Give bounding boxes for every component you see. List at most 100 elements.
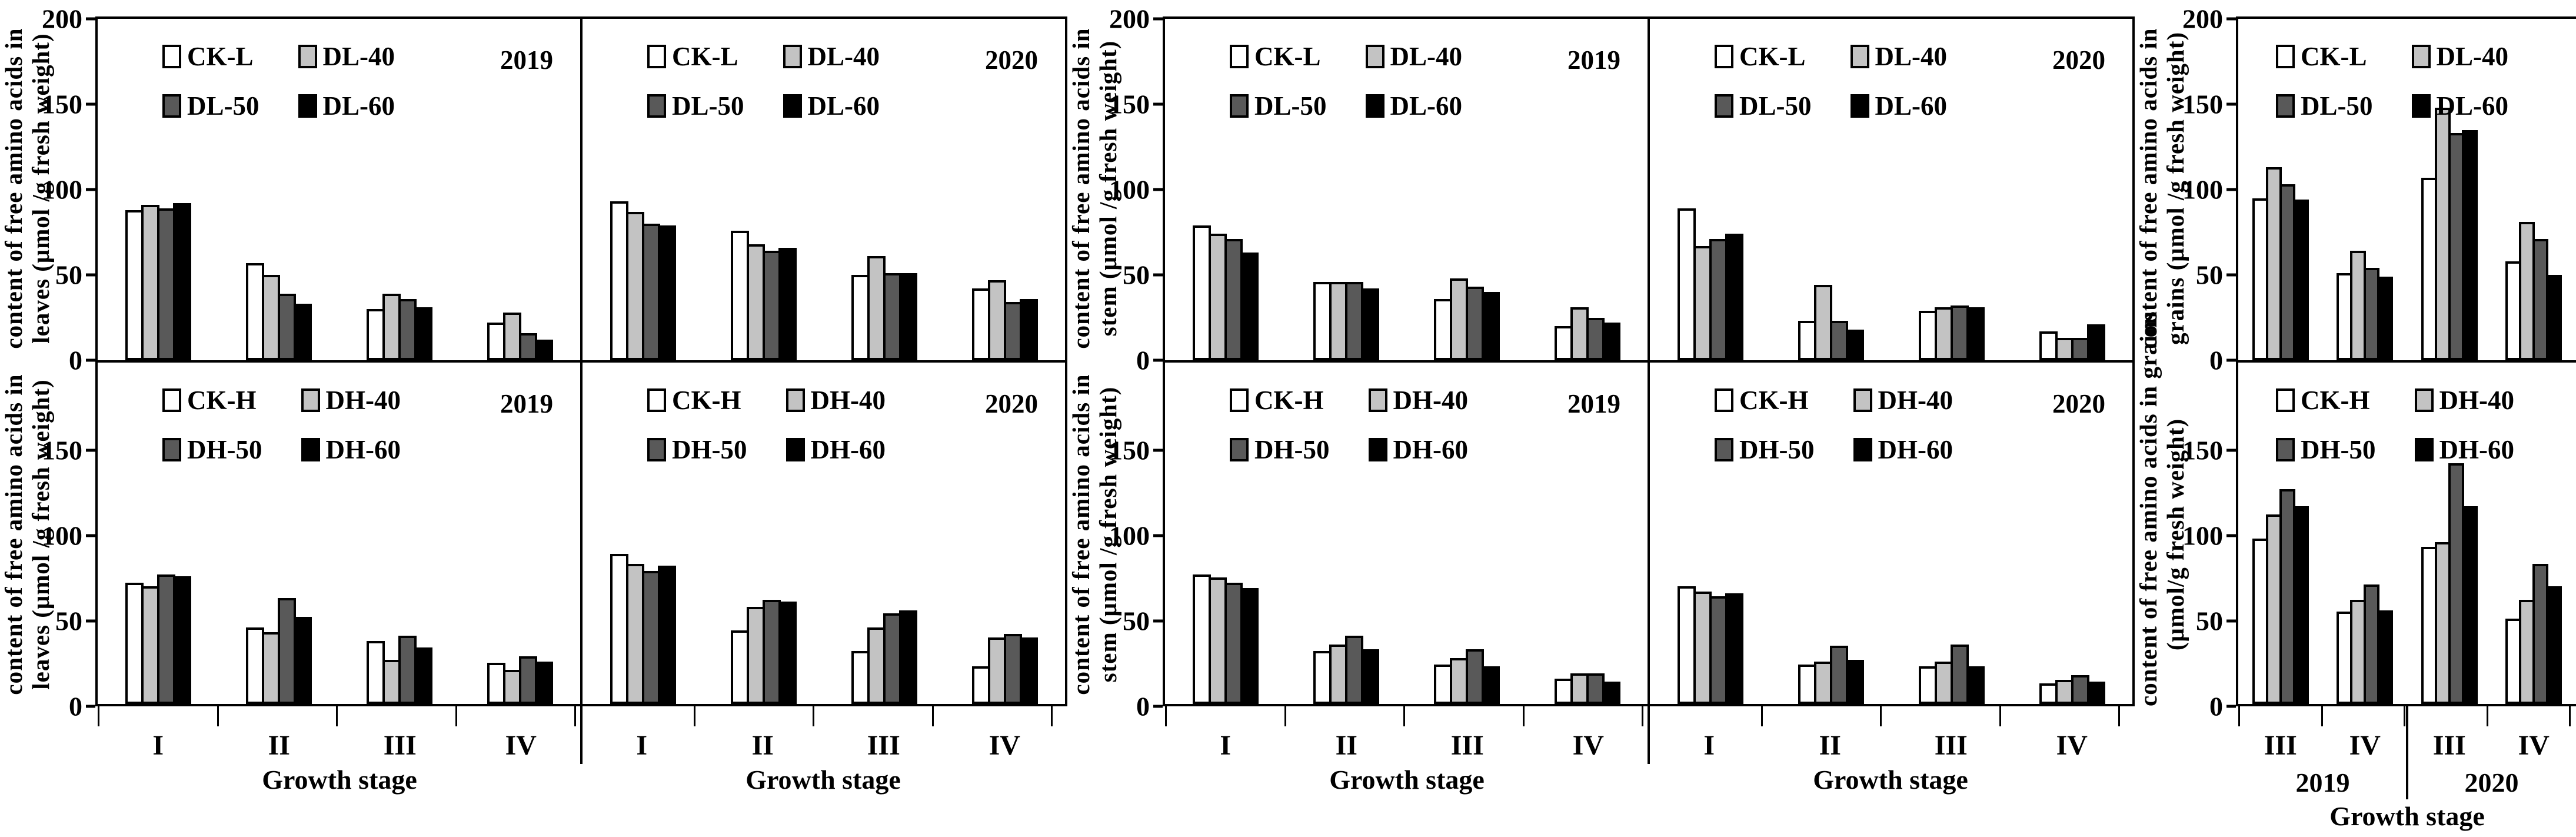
y-axis-title-line1: content of free amino acids in [1067,363,1094,706]
y-tick-label: 50 [2196,606,2223,637]
legend-swatch-DL-50 [1715,94,1733,118]
legend-swatch-DL-40 [298,45,317,68]
y-tick-mark [1153,18,1163,21]
legend-label: DL-50 [1739,91,1812,121]
bar-DH-60 [1020,637,1038,704]
bar-DL-60 [1725,234,1743,360]
legend-label: DH-50 [2301,434,2376,465]
legend-item: DH-40 [2415,385,2515,416]
x-axis-label: Growth stage [581,764,1065,795]
x-tick-cell [2323,706,2406,726]
bar-DH-60 [2293,506,2309,704]
panel-year-label: 2020 [985,45,1038,75]
bar-DL-60 [658,225,676,360]
legend-label: CK-H [2301,385,2370,416]
bar-DL-60 [1361,288,1379,360]
legend-label: CK-L [1254,41,1321,72]
legend-label: DL-50 [187,91,259,121]
legend-label: CK-L [187,41,254,72]
x-tick-cell [219,706,338,726]
y-tick-mark [1153,620,1163,623]
stage-label: III [2238,729,2323,762]
legend-label: DL-40 [323,41,395,72]
bar-DL-60 [173,203,191,360]
x-axis-label: Growth stage [98,764,581,795]
bar-DH-60 [173,576,191,705]
year-label: 2019 [2238,767,2407,798]
panel-year-label: 2020 [2052,45,2105,75]
y-tick-label: 150 [2182,89,2223,120]
x-tick-cell [338,706,457,726]
legend-swatch-DH-40 [786,388,805,412]
year-label: 2020 [2407,767,2576,798]
bar-DH-60 [658,566,676,704]
x-tick-cell [1405,706,1525,726]
growth-stage-row: Growth stage [2238,801,2576,837]
y-tick-mark [86,705,95,708]
bar-DL-60 [1482,292,1500,360]
legend-label: DL-50 [1254,91,1327,121]
y-tick-label: 50 [2196,260,2223,291]
bar-DH-60 [1482,666,1500,704]
panel-year-label: 2020 [2052,388,2105,419]
y-tick-mark [2226,188,2236,191]
bar-DH-60 [1725,593,1743,705]
bar-DH-60 [1240,588,1259,704]
bar-DH-60 [535,662,553,705]
legend-swatch-DH-60 [2415,438,2434,461]
y-tick-label: 100 [2182,520,2223,552]
legend-label: CK-H [672,385,741,416]
legend-item: DL-40 [1366,41,1463,72]
y-tick-label: 100 [1109,174,1150,205]
legend-swatch-CK-L [162,45,181,68]
legend-label: DL-60 [323,91,395,121]
legend-label: DH-60 [1878,434,1953,465]
stage-label: III [823,729,944,762]
legend-label: DL-50 [2301,91,2373,121]
stage-label: II [703,729,824,762]
x-tick-cell [1643,706,1763,726]
y-tick-label: 150 [42,89,82,120]
y-tick-label: 150 [2182,435,2223,466]
legend-item: DL-40 [1851,41,1948,72]
y-tick-mark [1153,103,1163,106]
legend-swatch-CK-L [1715,45,1733,68]
bar-DH-60 [294,617,312,704]
year-divider [2406,706,2408,799]
stage-label: IV [944,729,1066,762]
y-tick-label: 0 [69,691,82,722]
legend-item: DH-60 [1369,434,1469,465]
stage-label: II [1286,729,1407,762]
bar-DL-60 [2377,277,2393,360]
legend-swatch-DL-60 [1366,94,1384,118]
x-tick-cell [814,706,934,726]
legend-item: CK-H [162,385,262,416]
panel-divider [1648,706,1650,764]
y-tick-label: 50 [1123,260,1150,291]
y-tick-mark [2226,449,2236,452]
legend-item: DH-50 [1715,434,1815,465]
bar-DL-60 [2462,130,2478,361]
y-tick-label: 200 [2182,4,2223,35]
legend-item: DH-60 [786,434,886,465]
y-axis-title-line1: content of free amino acids in grains [2135,363,2162,706]
legend-label: CK-L [672,41,738,72]
y-tick-label: 200 [42,4,82,35]
legend-label: CK-H [1739,385,1809,416]
legend: CK-L DL-40 DL-50 DL-60 [162,41,395,121]
y-tick-mark [86,188,95,191]
x-tick-cell [1286,706,1406,726]
legend-label: DH-60 [1393,434,1469,465]
